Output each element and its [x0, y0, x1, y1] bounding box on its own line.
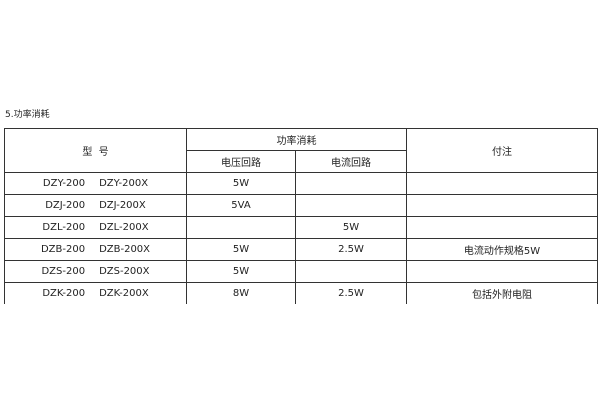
power-consumption-table: 型 号 功率消耗 付注 电压回路 电流回路 DZY-200 DZY-200X 5W… [4, 128, 598, 304]
current-cell: 5W [295, 216, 407, 239]
header-model: 型 号 [4, 128, 187, 173]
model-b: DZS-200X [99, 266, 150, 277]
table-row: DZY-200 DZY-200X 5W [4, 172, 598, 195]
section-title: 5.功率消耗 [5, 110, 50, 120]
model-cell: DZS-200 DZS-200X [4, 260, 187, 283]
current-cell [295, 172, 407, 195]
voltage-cell: 5W [186, 172, 296, 195]
header-note: 付注 [406, 128, 598, 173]
note-cell [406, 194, 598, 217]
model-a: DZY-200 [42, 178, 86, 189]
model-b: DZL-200X [99, 222, 149, 233]
header-power: 功率消耗 [186, 128, 407, 151]
note-cell [406, 260, 598, 283]
voltage-cell: 5W [186, 238, 296, 261]
table-row: DZB-200 DZB-200X 5W 2.5W 电流动作规格5W [4, 238, 598, 261]
model-b: DZY-200X [99, 178, 149, 189]
voltage-cell: 8W [186, 282, 296, 304]
model-b: DZB-200X [99, 244, 151, 255]
table-row: DZL-200 DZL-200X 5W [4, 216, 598, 239]
model-b: DZK-200X [99, 288, 149, 299]
note-cell [406, 172, 598, 195]
model-cell: DZL-200 DZL-200X [4, 216, 187, 239]
table-row: DZJ-200 DZJ-200X 5VA [4, 194, 598, 217]
current-cell [295, 260, 407, 283]
current-cell [295, 194, 407, 217]
model-a: DZS-200 [41, 266, 86, 277]
note-cell [406, 216, 598, 239]
voltage-cell [186, 216, 296, 239]
header-row: 型 号 功率消耗 付注 [4, 128, 598, 173]
model-cell: DZY-200 DZY-200X [4, 172, 187, 195]
voltage-cell: 5VA [186, 194, 296, 217]
subheader-row: 电压回路 电流回路 [5, 150, 598, 173]
model-a: DZB-200 [40, 244, 86, 255]
voltage-cell: 5W [186, 260, 296, 283]
model-b: DZJ-200X [99, 200, 146, 211]
note-cell: 电流动作规格5W [406, 238, 598, 261]
model-a: DZL-200 [42, 222, 86, 233]
current-cell: 2.5W [295, 282, 407, 304]
model-a: DZJ-200 [45, 200, 86, 211]
note-cell: 包括外附电阻 [406, 282, 598, 304]
table-row: DZK-200 DZK-200X 8W 2.5W 包括外附电阻 [4, 282, 598, 304]
model-cell: DZJ-200 DZJ-200X [4, 194, 187, 217]
model-cell: DZB-200 DZB-200X [4, 238, 187, 261]
model-cell: DZK-200 DZK-200X [4, 282, 187, 304]
header-voltage: 电压回路 [186, 150, 296, 173]
table-row: DZS-200 DZS-200X 5W [4, 260, 598, 283]
model-a: DZK-200 [42, 288, 86, 299]
header-current: 电流回路 [295, 150, 407, 173]
current-cell: 2.5W [295, 238, 407, 261]
